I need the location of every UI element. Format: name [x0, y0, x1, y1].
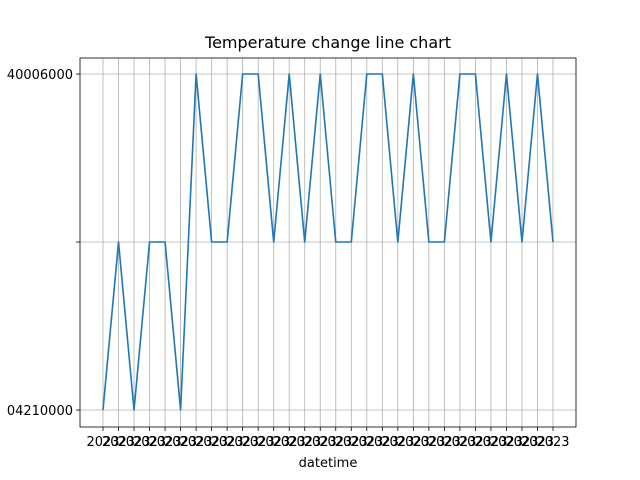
x-tick-label: 2023 — [164, 435, 197, 450]
series-line — [102, 73, 554, 411]
tick-layer: 2023202320232023202320232023202320232023… — [7, 68, 570, 450]
x-tick-label: 2023 — [133, 435, 166, 450]
x-tick-label: 2023 — [505, 435, 538, 450]
x-tick-label: 2023 — [86, 435, 119, 450]
x-tick-label: 2023 — [521, 435, 554, 450]
x-tick-label: 2023 — [211, 435, 244, 450]
x-tick-label: 2023 — [149, 435, 182, 450]
x-tick-label: 2023 — [242, 435, 275, 450]
y-tick-label: 40006000 — [7, 68, 73, 83]
series-layer — [102, 73, 554, 411]
plot-frame — [79, 57, 577, 428]
x-tick-label: 2023 — [443, 435, 476, 450]
x-tick-label: 2023 — [459, 435, 492, 450]
x-tick-label: 2023 — [490, 435, 523, 450]
x-tick-label: 2023 — [381, 435, 414, 450]
x-tick-label: 2023 — [412, 435, 445, 450]
x-tick-label: 2023 — [195, 435, 228, 450]
x-tick-label: 2023 — [319, 435, 352, 450]
x-tick-label: 2023 — [288, 435, 321, 450]
x-tick-label: 2023 — [397, 435, 430, 450]
x-tick-label: 2023 — [350, 435, 383, 450]
x-tick-label: 2023 — [102, 435, 135, 450]
x-tick-label: 2023 — [428, 435, 461, 450]
x-tick-label: 2023 — [117, 435, 150, 450]
y-tick-label: 04210000 — [7, 404, 73, 419]
x-tick-label: 2023 — [474, 435, 507, 450]
x-tick-label: 2023 — [226, 435, 259, 450]
chart-title: Temperature change line chart — [204, 33, 451, 52]
x-tick-label: 2023 — [273, 435, 306, 450]
x-tick-label: 2023 — [366, 435, 399, 450]
x-tick-label: 2023 — [536, 435, 569, 450]
x-axis-label: datetime — [299, 456, 358, 471]
x-tick-label: 2023 — [180, 435, 213, 450]
x-tick-label: 2023 — [304, 435, 337, 450]
x-tick-label: 2023 — [335, 435, 368, 450]
x-tick-label: 2023 — [257, 435, 290, 450]
